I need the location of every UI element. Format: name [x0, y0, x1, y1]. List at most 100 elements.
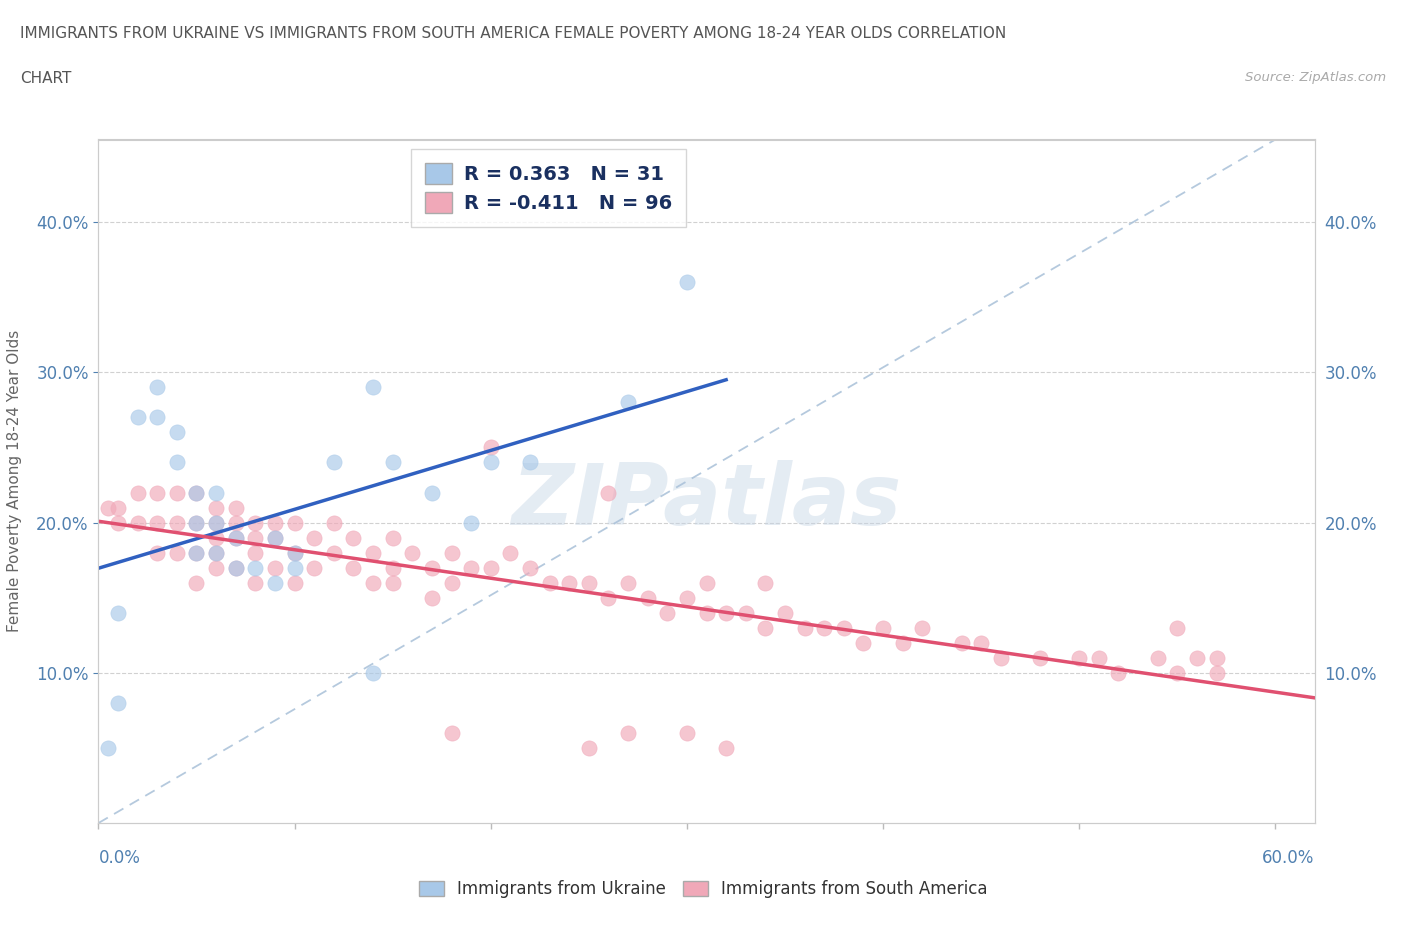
Point — [342, 560, 364, 575]
Point — [852, 635, 875, 650]
Point — [225, 500, 247, 515]
Point — [479, 440, 502, 455]
Point — [676, 274, 699, 289]
Point — [146, 485, 169, 500]
Point — [166, 545, 188, 560]
Point — [1185, 650, 1208, 665]
Point — [264, 530, 287, 545]
Point — [440, 725, 463, 740]
Point — [793, 620, 815, 635]
Point — [245, 560, 267, 575]
Point — [205, 545, 228, 560]
Point — [538, 576, 561, 591]
Point — [637, 591, 659, 605]
Point — [146, 545, 169, 560]
Y-axis label: Female Poverty Among 18-24 Year Olds: Female Poverty Among 18-24 Year Olds — [7, 330, 22, 632]
Point — [225, 530, 247, 545]
Point — [284, 545, 307, 560]
Point — [1107, 665, 1129, 680]
Point — [361, 380, 384, 395]
Point — [205, 500, 228, 515]
Point — [714, 605, 737, 620]
Point — [186, 545, 208, 560]
Point — [245, 515, 267, 530]
Point — [205, 515, 228, 530]
Point — [734, 605, 756, 620]
Point — [361, 665, 384, 680]
Point — [284, 560, 307, 575]
Point — [598, 591, 620, 605]
Point — [1029, 650, 1052, 665]
Point — [107, 696, 129, 711]
Point — [146, 515, 169, 530]
Point — [696, 605, 718, 620]
Point — [146, 380, 169, 395]
Point — [186, 515, 208, 530]
Point — [519, 560, 541, 575]
Point — [107, 515, 129, 530]
Point — [245, 576, 267, 591]
Point — [264, 515, 287, 530]
Point — [186, 485, 208, 500]
Point — [440, 545, 463, 560]
Point — [361, 545, 384, 560]
Point — [381, 560, 404, 575]
Point — [322, 515, 344, 530]
Point — [990, 650, 1012, 665]
Point — [420, 591, 443, 605]
Point — [127, 485, 149, 500]
Point — [1069, 650, 1091, 665]
Point — [302, 560, 325, 575]
Point — [342, 530, 364, 545]
Text: ZIPatlas: ZIPatlas — [512, 460, 901, 543]
Point — [401, 545, 423, 560]
Point — [1205, 650, 1227, 665]
Legend: Immigrants from Ukraine, Immigrants from South America: Immigrants from Ukraine, Immigrants from… — [412, 873, 994, 905]
Point — [205, 515, 228, 530]
Point — [264, 560, 287, 575]
Point — [284, 545, 307, 560]
Point — [245, 545, 267, 560]
Point — [186, 485, 208, 500]
Point — [1146, 650, 1168, 665]
Point — [205, 560, 228, 575]
Point — [1088, 650, 1111, 665]
Point — [499, 545, 522, 560]
Point — [676, 591, 699, 605]
Point — [127, 410, 149, 425]
Point — [186, 545, 208, 560]
Point — [872, 620, 894, 635]
Point — [322, 545, 344, 560]
Point — [186, 576, 208, 591]
Point — [284, 515, 307, 530]
Point — [460, 560, 482, 575]
Point — [381, 530, 404, 545]
Point — [813, 620, 835, 635]
Point — [657, 605, 679, 620]
Point — [773, 605, 796, 620]
Point — [754, 576, 776, 591]
Point — [166, 515, 188, 530]
Point — [186, 515, 208, 530]
Point — [714, 740, 737, 755]
Point — [97, 740, 120, 755]
Point — [205, 530, 228, 545]
Point — [911, 620, 934, 635]
Point — [107, 605, 129, 620]
Point — [479, 560, 502, 575]
Point — [264, 576, 287, 591]
Text: IMMIGRANTS FROM UKRAINE VS IMMIGRANTS FROM SOUTH AMERICA FEMALE POVERTY AMONG 18: IMMIGRANTS FROM UKRAINE VS IMMIGRANTS FR… — [20, 26, 1005, 41]
Point — [598, 485, 620, 500]
Point — [578, 576, 600, 591]
Text: 0.0%: 0.0% — [98, 849, 141, 867]
Point — [166, 485, 188, 500]
Point — [479, 455, 502, 470]
Point — [696, 576, 718, 591]
Text: CHART: CHART — [20, 71, 72, 86]
Point — [361, 576, 384, 591]
Point — [381, 576, 404, 591]
Point — [302, 530, 325, 545]
Point — [97, 500, 120, 515]
Point — [225, 515, 247, 530]
Point — [420, 485, 443, 500]
